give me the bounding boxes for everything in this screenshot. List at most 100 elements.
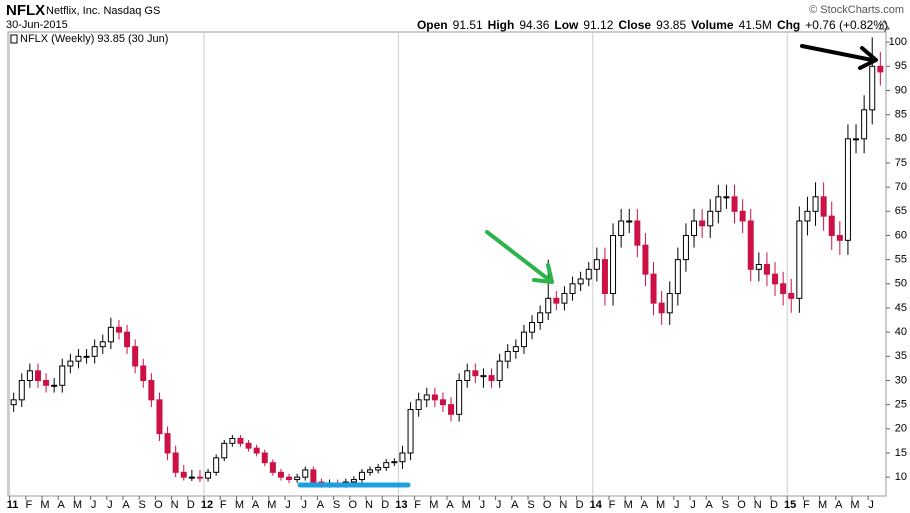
green-arrow (485, 230, 550, 281)
x-tick-label: J (285, 499, 291, 511)
x-tick-label: F (414, 499, 421, 511)
candle-body (707, 210, 714, 227)
candle-body (699, 220, 706, 227)
x-tick-label: J (91, 499, 97, 511)
company: Netflix, Inc. Nasdaq GS (46, 5, 161, 17)
candle-body (51, 384, 58, 387)
x-tick-label: N (754, 499, 762, 511)
symbol: NFLX (6, 2, 46, 19)
x-tick-label: M (624, 499, 633, 511)
x-tick-label: A (58, 499, 66, 511)
candle-body (399, 452, 406, 463)
candle-body (755, 263, 762, 270)
candle-body (407, 408, 414, 454)
black-arrow (800, 44, 874, 62)
candle-body (188, 476, 195, 479)
x-tick-label: A (835, 499, 843, 511)
x-tick-label: O (349, 499, 358, 511)
y-tick-label: 65 (895, 205, 907, 217)
candle-body (836, 234, 843, 241)
legend: NFLX (Weekly) 93.85 (30 Jun) (20, 33, 168, 45)
x-tick-label: D (381, 499, 389, 511)
y-tick-label: 10 (895, 471, 907, 483)
candle-body (375, 466, 382, 471)
quote-label: High (487, 18, 515, 32)
icon (878, 20, 890, 30)
candle-body (601, 259, 608, 294)
x-tick-label: F (220, 499, 227, 511)
candle-body (456, 379, 463, 415)
candle-body (812, 196, 819, 212)
x-tick-label: F (25, 499, 32, 511)
header: NFLX Netflix, Inc. Nasdaq GS 30-Jun-2015… (0, 0, 910, 32)
candle-body (350, 479, 357, 483)
quote-label: Low (554, 18, 579, 32)
quote-label: Chg (776, 18, 801, 32)
candle-body (132, 346, 139, 367)
candle-body (634, 220, 641, 246)
candle-body (164, 433, 171, 454)
candle-body (658, 302, 665, 314)
x-tick-label: D (187, 499, 195, 511)
x-tick-label: M (656, 499, 665, 511)
y-tick-label: 70 (895, 181, 907, 193)
x-tick-label: A (252, 499, 260, 511)
candle-body (472, 370, 479, 377)
candle-body (780, 283, 787, 294)
candle-body (140, 365, 147, 381)
quote-value: 91.51 (452, 18, 483, 32)
candle-body (124, 331, 131, 348)
x-tick-label: A (122, 499, 130, 511)
candle-body (221, 442, 228, 459)
x-tick-label: 11 (7, 499, 19, 511)
green-arrowhead (532, 263, 554, 284)
candle-body (439, 399, 446, 406)
candle-body (877, 65, 884, 73)
y-tick-label: 95 (895, 60, 907, 72)
y-tick-label: 40 (895, 326, 907, 338)
legend-icon (10, 34, 18, 44)
candle-body (520, 331, 527, 348)
black-arrowhead (858, 46, 878, 70)
candle-body (626, 220, 633, 223)
y-tick-label: 90 (895, 84, 907, 96)
candle-body (577, 278, 584, 285)
candle-body (107, 326, 114, 343)
candle-body (294, 476, 301, 481)
x-tick-label: J (868, 499, 874, 511)
x-tick-label: S (527, 499, 534, 511)
y-tick-label: 60 (895, 229, 907, 241)
x-tick-label: 12 (201, 499, 213, 511)
candle-body (205, 471, 212, 479)
y-tick-label: 85 (895, 109, 907, 121)
x-tick-label: A (511, 499, 519, 511)
quote-item: Open 91.51 (417, 18, 483, 32)
quote-item: High 94.36 (488, 18, 550, 32)
plot-frame (7, 31, 887, 497)
quote-value: 41.5M (738, 18, 772, 32)
candle-body (253, 447, 260, 454)
candle-body (415, 399, 422, 410)
candle-body (553, 297, 560, 304)
x-tick-label: 13 (395, 499, 407, 511)
x-tick-label: J (301, 499, 307, 511)
candle-body (674, 259, 681, 294)
candle-body (237, 437, 244, 444)
candle-body (828, 215, 835, 236)
y-tick-label: 20 (895, 423, 907, 435)
candle-body (796, 220, 803, 299)
y-tick-label: 80 (895, 133, 907, 145)
candle-body (666, 292, 673, 314)
x-tick-label: F (803, 499, 810, 511)
candle-body (512, 346, 519, 352)
quote-value: 91.12 (583, 18, 614, 32)
y-tick-label: 50 (895, 278, 907, 290)
candle-body (464, 370, 471, 381)
candle-body (763, 263, 770, 275)
candle-body (18, 379, 25, 401)
candle-body (731, 196, 738, 212)
candle-body (383, 462, 390, 468)
x-tick-label: D (770, 499, 778, 511)
candle-body (480, 375, 487, 378)
